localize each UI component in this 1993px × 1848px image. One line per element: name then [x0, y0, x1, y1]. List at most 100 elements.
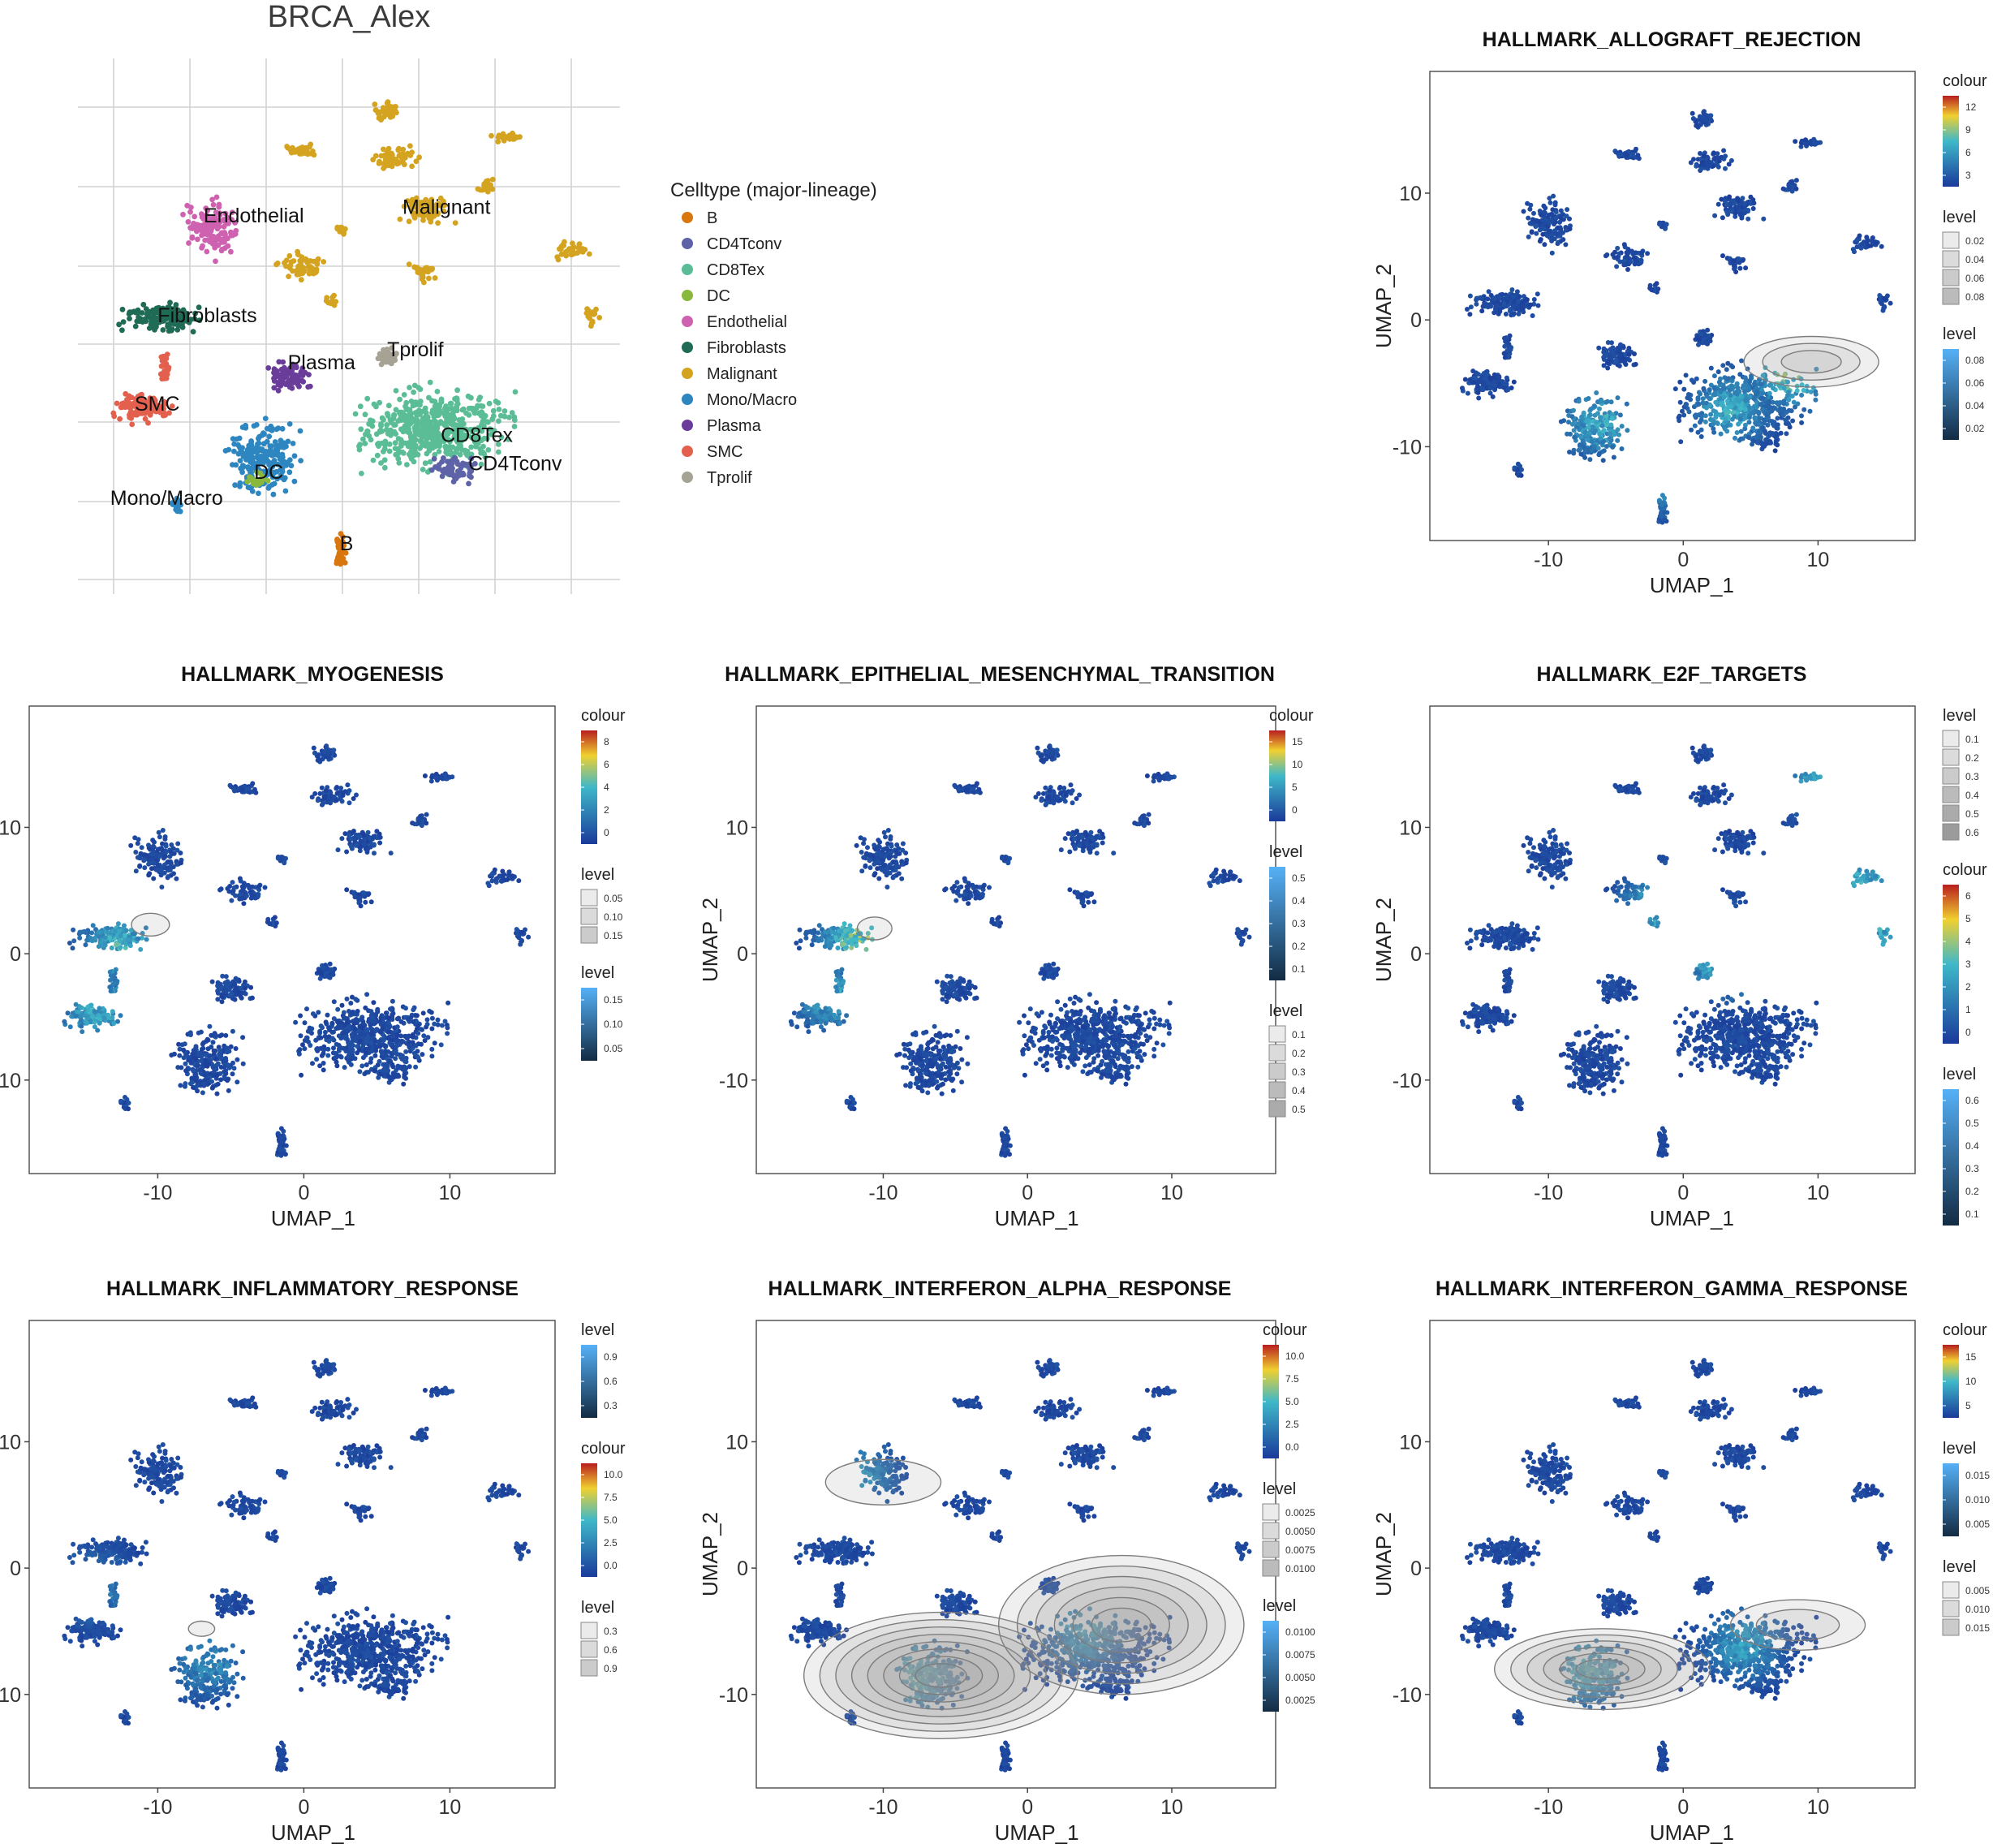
cell-point: [365, 850, 370, 855]
cell-point: [281, 370, 286, 376]
cell-point: [489, 872, 494, 877]
cell-point: [256, 491, 261, 497]
cell-point: [318, 976, 323, 981]
cell-point: [1539, 237, 1543, 242]
cell-point: [235, 442, 241, 448]
legend-label: Endothelial: [707, 313, 787, 331]
cell-point: [451, 416, 457, 422]
cell-point: [359, 903, 364, 908]
cell-point: [1663, 226, 1668, 231]
cell-point: [526, 935, 531, 940]
cell-point: [1598, 415, 1603, 420]
cell-point: [450, 406, 456, 411]
cell-point: [1602, 428, 1607, 433]
cell-point: [359, 1063, 364, 1068]
cell-point: [1701, 396, 1706, 401]
cell-point: [427, 419, 433, 424]
cell-point: [1698, 332, 1703, 337]
cell-point: [1518, 304, 1523, 308]
cell-point: [1614, 264, 1619, 269]
cell-point: [1567, 450, 1572, 454]
cell-point: [519, 939, 524, 944]
cell-point: [1684, 373, 1689, 377]
cell-point: [314, 267, 320, 273]
legend-tick: 0.02: [1965, 235, 1985, 247]
cell-point: [587, 252, 592, 257]
cell-point: [351, 796, 356, 801]
cell-point: [452, 396, 458, 402]
cell-point: [1707, 387, 1712, 392]
cell-point: [575, 250, 580, 256]
cell-point: [1620, 424, 1625, 429]
cell-point: [1794, 178, 1799, 183]
legend-label: DC: [707, 287, 730, 305]
cell-point: [263, 449, 269, 454]
cell-point: [339, 836, 344, 841]
legend-key: [1943, 288, 1959, 304]
cell-point: [1611, 252, 1616, 257]
cell-point: [1475, 384, 1480, 389]
cell-point: [159, 868, 164, 873]
cell-point: [295, 249, 300, 255]
cell-point: [1569, 414, 1574, 419]
cell-point: [1775, 432, 1780, 437]
cell-point: [1615, 246, 1620, 251]
cell-point: [1690, 377, 1694, 382]
legend-label: Mono/Macro: [707, 391, 797, 409]
x-tick-label: 10: [1806, 549, 1829, 571]
cell-point: [62, 1019, 67, 1024]
cell-point: [238, 877, 243, 881]
cell-point: [294, 377, 299, 383]
cell-point: [482, 185, 488, 191]
cell-point: [372, 101, 377, 107]
cell-point: [1634, 362, 1638, 367]
cell-point: [447, 775, 452, 780]
cell-point: [1521, 309, 1526, 314]
cell-point: [1578, 446, 1583, 451]
cell-point: [159, 376, 165, 381]
cell-point: [316, 754, 321, 759]
cell-point: [1549, 218, 1554, 222]
cell-point: [1723, 199, 1728, 204]
cell-point: [1696, 430, 1701, 435]
cluster-label: SMC: [135, 393, 180, 416]
cell-point: [273, 915, 278, 920]
cell-point: [423, 406, 428, 411]
cell-point: [1767, 391, 1772, 396]
cell-point: [1616, 427, 1621, 432]
cell-point: [1621, 356, 1626, 361]
cell-point: [145, 420, 151, 426]
cell-point: [1728, 393, 1733, 398]
cell-point: [443, 450, 449, 455]
cell-point: [246, 443, 252, 449]
cell-point: [428, 380, 433, 386]
cell-point: [286, 469, 292, 475]
cell-point: [329, 798, 334, 803]
legend-tick: 0.08: [1965, 291, 1985, 303]
cell-point: [128, 408, 134, 414]
legend-tick: 9: [1965, 124, 1971, 136]
cell-point: [1790, 394, 1795, 398]
cell-point: [102, 1016, 107, 1021]
cell-point: [1620, 446, 1625, 451]
cell-point: [371, 458, 377, 463]
cell-point: [1476, 296, 1481, 301]
cell-point: [415, 419, 421, 424]
cell-point: [1758, 402, 1763, 407]
cell-point: [1662, 518, 1667, 523]
cell-point: [1597, 451, 1602, 456]
legend-key: [1943, 251, 1959, 267]
cell-point: [1594, 420, 1599, 424]
cell-point: [1558, 215, 1563, 220]
cell-point: [1723, 153, 1728, 158]
cell-point: [1616, 154, 1621, 159]
cell-point: [335, 791, 340, 796]
cell-point: [402, 403, 408, 409]
celltype-legend: Celltype (major-lineage)BCD4TconvCD8TexD…: [670, 179, 877, 487]
cell-point: [292, 453, 298, 459]
cell-point: [357, 834, 362, 839]
cell-point: [459, 416, 465, 422]
cell-point: [396, 436, 402, 442]
cell-point: [1739, 216, 1744, 221]
cell-point: [1711, 426, 1715, 431]
